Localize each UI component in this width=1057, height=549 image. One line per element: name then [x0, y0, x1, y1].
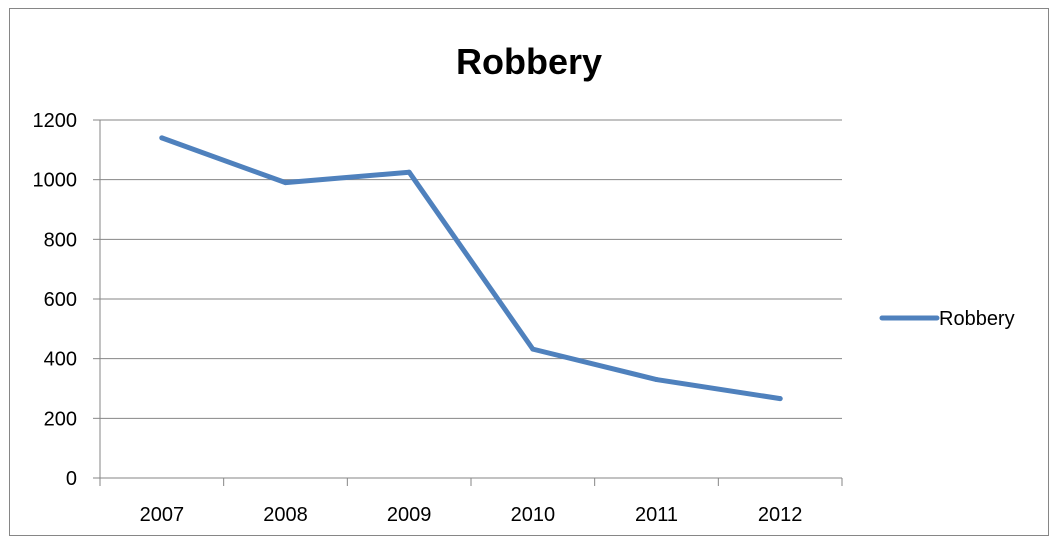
y-tick-label: 200 — [44, 408, 77, 430]
data-point — [777, 396, 783, 402]
x-tick-label: 2007 — [140, 504, 185, 526]
chart-title: Robbery — [456, 41, 602, 82]
y-tick-label: 1200 — [33, 110, 78, 132]
axes: 0 200 400 600 800 1000 1200 2007 2008 2009 2010 201… — [33, 110, 843, 526]
data-point — [283, 180, 288, 186]
y-tick-label: 1000 — [33, 170, 78, 192]
y-tick-label: 0 — [66, 468, 77, 490]
data-point — [654, 377, 659, 383]
chart-border — [9, 8, 1049, 536]
gridlines — [100, 119, 842, 419]
x-tick-label: 2011 — [635, 504, 678, 526]
y-tick-label: 600 — [44, 289, 77, 311]
series-line-robbery — [159, 135, 783, 402]
y-tick-label: 400 — [44, 349, 77, 371]
data-point — [159, 135, 165, 141]
data-point — [406, 169, 412, 175]
series-layer — [159, 135, 783, 402]
x-tick-label: 2009 — [387, 504, 432, 526]
x-tick-label: 2010 — [511, 504, 556, 526]
legend-label-robbery: Robbery — [939, 308, 1015, 330]
data-point — [530, 346, 536, 352]
legend: Robbery — [879, 308, 1015, 330]
y-tick-label: 800 — [44, 229, 77, 251]
x-tick-label: 2008 — [263, 504, 308, 526]
x-tick-label: 2012 — [758, 504, 803, 526]
